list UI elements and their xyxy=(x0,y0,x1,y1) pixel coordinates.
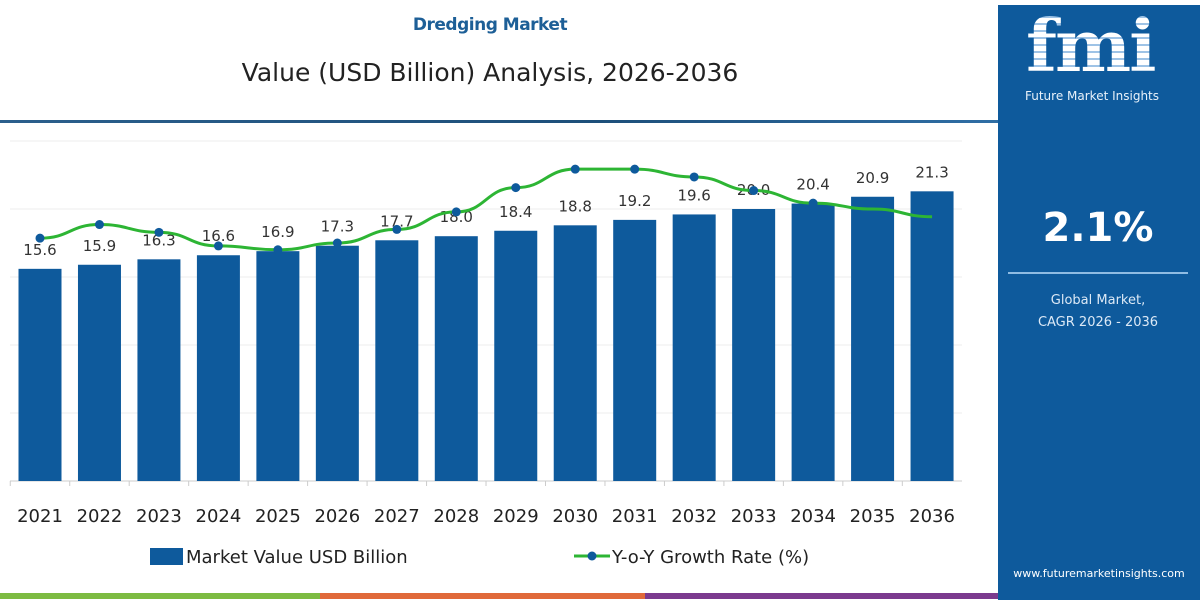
data-label-2027: 17.7 xyxy=(380,212,413,230)
chart-supertitle: Dredging Market xyxy=(412,15,568,35)
chart: 15.6 2021 15.9 2022 16.3 2023 16.6 2024 16.9 2025… xyxy=(9,140,962,568)
growth-marker-2022 xyxy=(94,220,104,230)
x-tick-label-2027: 2027 xyxy=(374,506,420,527)
cagr-value: 2.1% xyxy=(1042,205,1154,251)
panel-divider xyxy=(1008,272,1188,274)
header-divider xyxy=(0,120,998,123)
growth-marker-2034 xyxy=(808,198,818,208)
website-url: www.futuremarketinsights.com xyxy=(1013,567,1185,580)
data-label-2036: 21.3 xyxy=(915,163,948,181)
data-label-2021: 15.6 xyxy=(23,241,56,259)
x-tick-label-2033: 2033 xyxy=(731,506,777,527)
x-tick-label-2025: 2025 xyxy=(255,506,301,527)
cagr-label: Global Market, CAGR 2026 - 2036 xyxy=(998,290,1198,334)
data-label-2035: 20.9 xyxy=(856,169,889,187)
x-tick-label-2036: 2036 xyxy=(909,506,955,527)
cagr-label-line2: CAGR 2026 - 2036 xyxy=(1037,315,1159,330)
x-tick-label-2021: 2021 xyxy=(17,506,63,527)
bar-2030 xyxy=(553,225,597,481)
data-label-2025: 16.9 xyxy=(261,223,294,241)
growth-line xyxy=(39,167,933,252)
chart-title: Value (USD Billion) Analysis, 2026-2036 xyxy=(241,58,739,87)
bar-2024 xyxy=(196,255,240,481)
data-label-2029: 18.4 xyxy=(499,203,532,221)
growth-marker-2033 xyxy=(749,186,759,196)
data-label-2023: 16.3 xyxy=(142,231,175,249)
data-label-2030: 18.8 xyxy=(559,197,592,215)
growth-marker-2027 xyxy=(392,224,402,234)
legend-bar-swatch xyxy=(150,548,183,565)
bar-2026 xyxy=(315,245,359,481)
legend-line-label: Y-o-Y Growth Rate (%) xyxy=(611,547,809,568)
legend-line-marker xyxy=(587,551,597,561)
footer-stripe-purple xyxy=(645,593,998,599)
growth-marker-2025 xyxy=(273,245,283,255)
bar-2027 xyxy=(375,240,419,481)
data-label-2024: 16.6 xyxy=(202,227,235,245)
data-label-2032: 19.6 xyxy=(677,186,710,204)
growth-marker-2030 xyxy=(570,164,580,174)
data-label-2022: 15.9 xyxy=(83,237,116,255)
data-label-2026: 17.3 xyxy=(321,218,354,236)
bar-2029 xyxy=(494,230,538,481)
legend-bar-label: Market Value USD Billion xyxy=(186,547,408,568)
bar-2033 xyxy=(732,209,776,481)
x-tick-label-2032: 2032 xyxy=(671,506,717,527)
x-tick-label-2031: 2031 xyxy=(612,506,658,527)
bar-2035 xyxy=(851,196,895,481)
bar-2021 xyxy=(18,268,62,481)
x-tick-label-2028: 2028 xyxy=(433,506,479,527)
bar-2032 xyxy=(672,214,716,481)
growth-marker-2026 xyxy=(332,238,342,248)
growth-marker-2024 xyxy=(213,241,223,251)
data-label-2034: 20.4 xyxy=(796,176,829,194)
logo-subtitle: Future Market Insights xyxy=(1025,89,1160,103)
x-tick-label-2030: 2030 xyxy=(552,506,598,527)
bar-2025 xyxy=(256,251,300,481)
growth-marker-2031 xyxy=(630,164,640,174)
x-tick-label-2022: 2022 xyxy=(77,506,123,527)
side-panel: fmi Future Market Insights 2.1% Global M… xyxy=(998,5,1200,600)
bar-2031 xyxy=(613,219,657,481)
growth-marker-2023 xyxy=(154,227,164,237)
x-tick-label-2034: 2034 xyxy=(790,506,836,527)
x-tick-label-2026: 2026 xyxy=(314,506,360,527)
cagr-label-line1: Global Market, xyxy=(1050,293,1146,308)
bar-2023 xyxy=(137,259,181,481)
x-tick-label-2029: 2029 xyxy=(493,506,539,527)
data-label-2031: 19.2 xyxy=(618,192,651,210)
bar-2028 xyxy=(434,236,478,481)
bar-2034 xyxy=(791,203,835,481)
growth-marker-2021 xyxy=(35,233,45,243)
bar-2022 xyxy=(77,264,121,481)
growth-marker-2029 xyxy=(511,183,521,193)
growth-marker-2028 xyxy=(451,207,461,217)
x-tick-label-2035: 2035 xyxy=(850,506,896,527)
fmi-logo: fmi xyxy=(1026,11,1155,81)
x-tick-label-2024: 2024 xyxy=(196,506,242,527)
x-tick-label-2023: 2023 xyxy=(136,506,182,527)
bar-2036 xyxy=(910,191,954,481)
footer-stripe-orange xyxy=(320,593,645,599)
footer-stripe-green xyxy=(0,593,320,599)
growth-marker-2032 xyxy=(689,172,699,182)
